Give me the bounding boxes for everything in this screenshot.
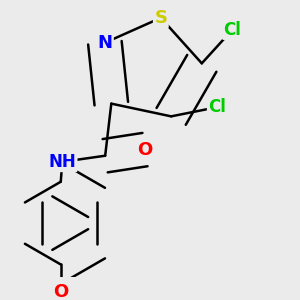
Text: Cl: Cl [224,21,242,39]
Text: S: S [154,9,167,27]
Text: O: O [53,283,68,300]
Text: NH: NH [48,153,76,171]
Text: N: N [98,34,112,52]
Text: O: O [137,141,153,159]
Text: Cl: Cl [208,98,226,116]
